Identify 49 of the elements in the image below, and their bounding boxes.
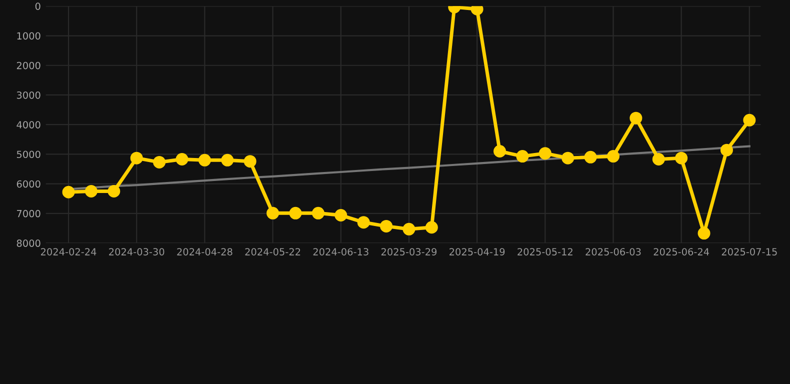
x-tick-label: 2024-03-30 xyxy=(109,248,164,256)
point xyxy=(494,145,506,158)
point xyxy=(675,152,688,164)
y-tick-label: 1000 xyxy=(17,32,40,40)
point xyxy=(516,150,529,163)
x-tick-label: 2024-04-28 xyxy=(177,248,232,256)
point xyxy=(402,222,416,236)
point xyxy=(425,221,438,234)
x-tick-label: 2025-04-19 xyxy=(450,248,505,256)
y-tick-label: 4000 xyxy=(16,121,40,128)
y-tick-label: 7000 xyxy=(17,210,40,218)
point xyxy=(130,152,143,164)
point xyxy=(153,156,166,168)
x-tick-label: 2024-06-13 xyxy=(313,248,368,256)
point xyxy=(289,206,302,220)
point xyxy=(221,154,234,166)
x-tick-label: 2025-03-29 xyxy=(381,248,437,256)
x-tick-label: 2025-05-12 xyxy=(518,248,572,256)
point xyxy=(312,206,324,220)
point xyxy=(698,227,710,240)
x-tick-label: 2025-07-15 xyxy=(722,248,777,256)
y-tick-label: 8000 xyxy=(16,240,40,247)
point xyxy=(630,112,642,124)
point xyxy=(380,220,393,232)
point xyxy=(357,216,370,229)
point xyxy=(743,114,756,126)
y-tick-label: 6000 xyxy=(16,180,40,188)
point xyxy=(176,153,188,166)
point xyxy=(538,147,552,160)
point xyxy=(198,154,211,166)
y-tick-label: 5000 xyxy=(16,150,40,158)
x-tick-label: 2024-05-22 xyxy=(245,248,300,256)
x-tick-label: 2024-02-24 xyxy=(40,248,96,256)
point xyxy=(62,186,75,198)
point xyxy=(584,150,597,164)
point xyxy=(562,152,574,164)
point xyxy=(652,153,665,166)
point xyxy=(606,150,620,163)
x-tick-label: 2025-06-24 xyxy=(654,248,710,256)
point xyxy=(334,208,348,222)
y-tick-label: 0 xyxy=(35,2,40,10)
point xyxy=(266,206,280,220)
point xyxy=(244,155,256,168)
point xyxy=(84,184,98,198)
y-tick-label: 3000 xyxy=(16,91,40,99)
x-tick-label: 2025-06-03 xyxy=(586,248,641,256)
point xyxy=(108,184,120,198)
y-tick-label: 2000 xyxy=(16,62,40,70)
point xyxy=(720,144,733,156)
